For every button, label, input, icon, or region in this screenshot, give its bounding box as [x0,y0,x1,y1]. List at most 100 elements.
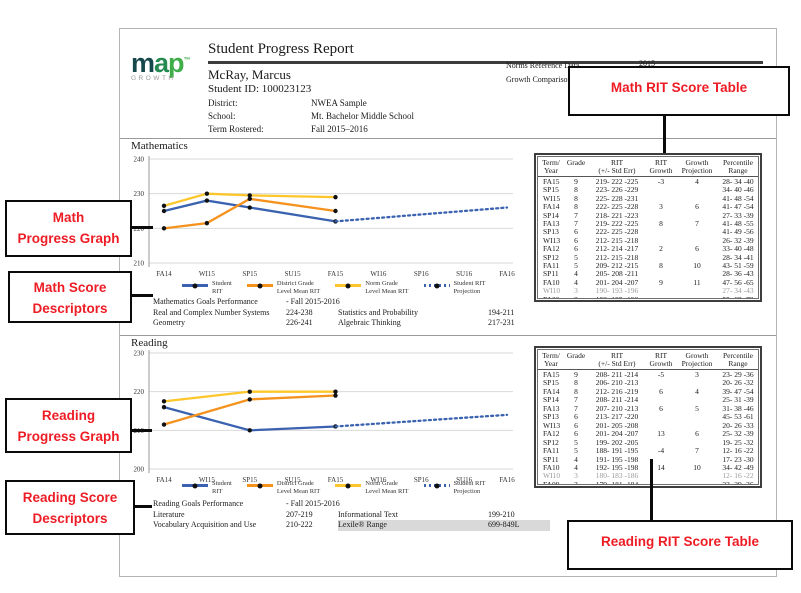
norms-reference-label: Norms Reference Data [506,61,580,70]
table-cell [646,413,676,421]
table-cell: 34- 42 -49 [722,462,754,472]
table-cell: 45- 53 -61 [722,412,754,422]
table-row: SP11 4 205- 208 -211 28- 36 -43 [538,269,758,279]
legend-dot-icon [257,283,263,288]
table-row: SP12 5 212- 215 -218 28- 34 -41 [538,252,758,262]
goal-label-lexile: Lexile® Range [338,520,488,531]
table-cell: 7 [574,210,578,220]
table-cell: 219- 222 -225 [595,177,639,186]
table-cell: 205- 208 -211 [595,269,639,279]
svg-text:WI15: WI15 [199,476,215,482]
table-cell: 179- 181 -184 [595,479,639,485]
legend-item: District Grade Level Mean RIT [246,280,320,295]
table-cell: 3 [574,286,578,296]
table-cell: 213- 217 -220 [595,412,639,422]
table-row: WI15 8 225- 228 -231 41- 48 -54 [538,193,758,203]
table-cell: 199- 202 -205 [595,437,639,447]
table-cell: 25- 31 -39 [722,395,754,405]
table-cell: SP13 [543,227,559,237]
table-cell: 10 [693,261,701,271]
table-row: FA10 4 201- 204 -207 9 11 47- 56 -65 [538,277,758,287]
legend-item: Student RIT [182,280,232,295]
legend-item: Student RIT [182,480,232,495]
table-cell: 6 [659,386,663,396]
table-cell: 27- 33 -39 [722,210,754,220]
table-header-cell: Growth Projection [681,351,713,368]
svg-text:FA16: FA16 [499,476,515,482]
table-row: SP13 6 213- 217 -220 45- 53 -61 [538,412,758,422]
district-value: NWEA Sample [311,98,367,108]
table-cell: 5 [574,446,578,456]
table-header-cell: Grade [566,158,586,167]
goal-label: Vocabulary Acquisition and Use [153,520,257,529]
table-row: FA13 7 219- 222 -225 8 7 41- 48 -55 [538,219,758,229]
table-cell: 8 [659,219,663,229]
table-cell: 47- 56 -65 [722,277,754,287]
table-cell: 41- 48 -54 [722,193,754,203]
table-cell: FA10 [543,462,560,472]
table-cell: FA10 [543,277,560,287]
table-cell: SP13 [543,412,559,422]
table-cell: 3 [574,479,578,485]
reading-chart-legend: Student RIT District Grade Level Mean RIT No… [182,480,486,495]
table-cell: 20- 26 -33 [722,420,754,430]
table-cell: 4 [574,462,578,472]
legend-line-icon [182,483,208,488]
table-cell: 5 [574,437,578,447]
table-header-cell: Grade [566,351,586,360]
table-header-cell: Growth Projection [681,158,713,175]
norms-reference-value: 2015 [639,59,655,68]
reading-goals-block: Reading Goals Performance - Fall 2015-20… [153,499,550,531]
svg-text:SU16: SU16 [456,270,472,278]
table-row: FA093192- 195 -198 55- 63 -72 [538,295,758,298]
svg-text:230: 230 [134,190,145,198]
table-cell: 225- 228 -231 [595,193,639,203]
table-cell: 222- 225 -228 [595,227,639,237]
math-rit-score-table: Term/Year Grade RIT (+/- Std Err) RIT Growth G… [534,153,762,302]
table-cell: 41- 47 -54 [722,202,754,212]
table-cell: 9 [659,277,663,287]
table-cell: SP11 [543,269,559,279]
goal-value: 224-238 [286,307,313,317]
table-cell: FA09 [538,295,564,298]
table-cell: SP15 [543,378,559,388]
goal-value-lexile: 699-849L [488,520,550,531]
goal-label: Geometry [153,318,185,327]
table-cell [676,287,718,295]
table-cell [676,186,718,194]
svg-text:SP16: SP16 [414,270,429,278]
reading-rit-table-callout: Reading RIT Score Table [567,520,793,570]
table-cell: 6 [574,235,578,245]
table-cell: 4 [574,269,578,279]
table-header-cell: Percentile Range [723,351,753,368]
svg-text:FA15: FA15 [328,476,344,482]
table-row: FA14 8 212- 216 -219 6 4 39- 47 -54 [538,386,758,396]
math-descriptors-connector-line [132,294,153,297]
table-header-cell: RIT (+/- Std Err) [598,158,636,175]
svg-text:SP16: SP16 [414,476,429,482]
table-cell: 13 [657,429,665,439]
table-cell: 5 [695,403,699,413]
table-cell: 27- 34 -43 [722,286,754,296]
table-row: SP12 5 199- 202 -205 19- 25 -32 [538,437,758,447]
table-cell: 23- 29 -36 [722,370,754,379]
table-cell: SP12 [543,252,559,262]
map-growth-logo: map™ GROWTH [131,49,191,83]
table-cell: 41- 49 -56 [722,227,754,237]
table-cell: FA09 [543,479,560,485]
table-cell: 8 [574,202,578,212]
table-cell: FA12 [543,244,560,254]
table-cell: 2 [659,244,663,254]
student-name: McRay, Marcus [208,67,291,82]
table-row: WI13 6 201- 205 -208 20- 26 -33 [538,420,758,430]
growth-comparison-label: Growth Comparison [506,75,572,84]
table-header-row: Term/Year Grade RIT (+/- Std Err) RIT Growth G… [538,350,758,370]
table-cell: 212- 215 -218 [595,252,639,262]
table-row: SP15 8 223- 226 -229 34- 40 -46 [538,185,758,194]
table-cell: 7 [574,395,578,405]
goal-value: 199-210 [488,509,515,519]
table-row: FA09 3 179- 181 -184 23- 29 -36 [538,479,758,485]
section-divider [120,138,776,139]
table-cell: 7 [695,446,699,456]
table-cell: 218- 221 -223 [595,210,639,220]
